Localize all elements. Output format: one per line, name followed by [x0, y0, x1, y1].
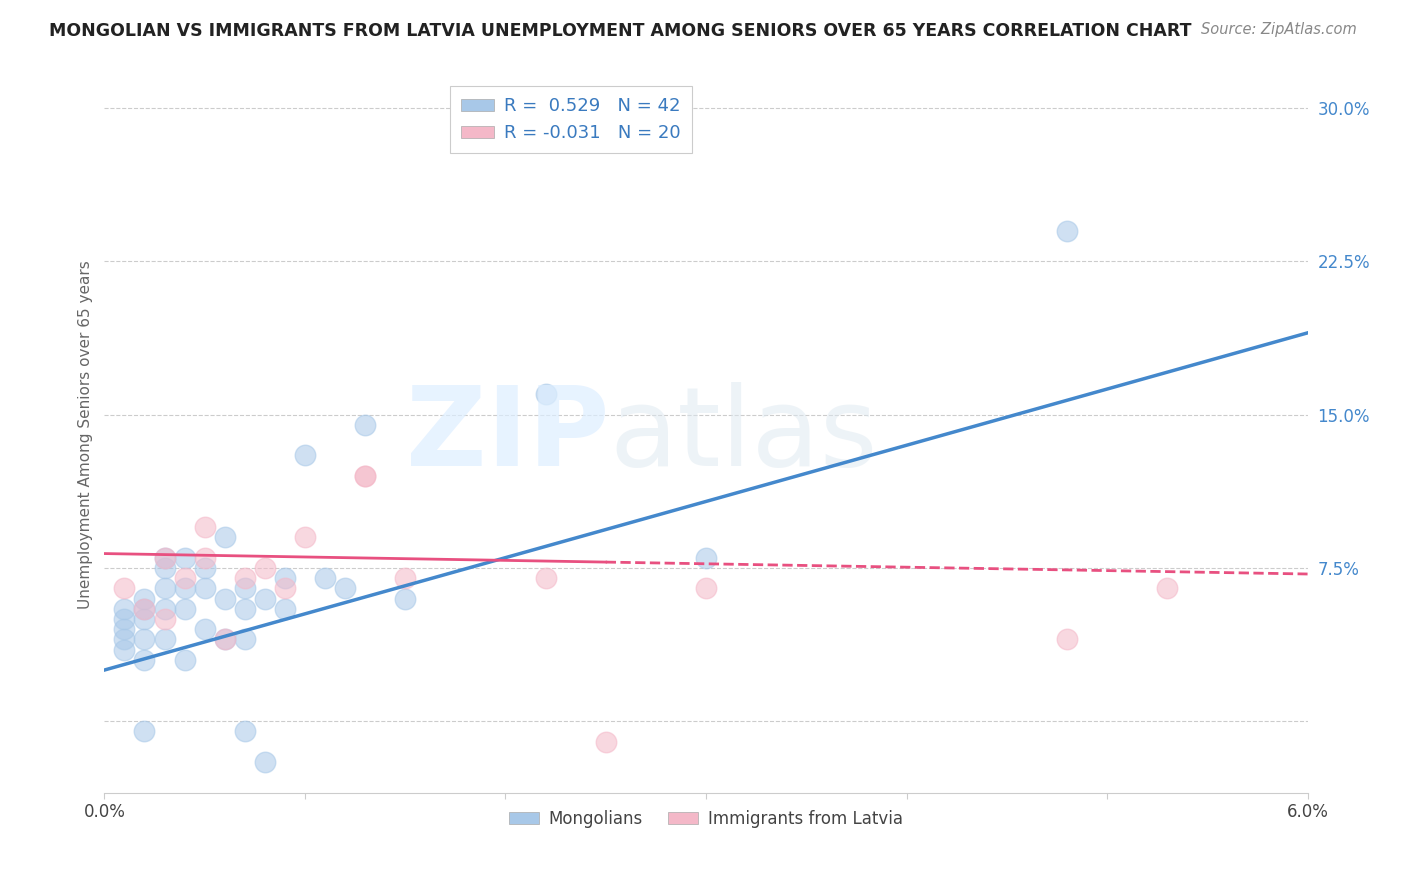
Point — [294, 530, 316, 544]
Point — [233, 724, 256, 739]
Point — [134, 591, 156, 606]
Point — [214, 632, 236, 647]
Point — [695, 582, 717, 596]
Point — [153, 582, 176, 596]
Point — [233, 582, 256, 596]
Point — [173, 653, 195, 667]
Point — [173, 571, 195, 585]
Point — [114, 642, 136, 657]
Point — [114, 622, 136, 636]
Point — [134, 632, 156, 647]
Point — [194, 582, 217, 596]
Point — [1056, 632, 1078, 647]
Point — [114, 632, 136, 647]
Point — [534, 387, 557, 401]
Point — [134, 601, 156, 615]
Point — [173, 582, 195, 596]
Point — [253, 591, 276, 606]
Point — [354, 469, 377, 483]
Point — [294, 449, 316, 463]
Point — [173, 550, 195, 565]
Point — [134, 724, 156, 739]
Point — [114, 582, 136, 596]
Point — [233, 571, 256, 585]
Point — [354, 417, 377, 432]
Legend: Mongolians, Immigrants from Latvia: Mongolians, Immigrants from Latvia — [502, 803, 910, 834]
Point — [394, 591, 416, 606]
Point — [194, 550, 217, 565]
Point — [194, 622, 217, 636]
Point — [253, 755, 276, 769]
Point — [333, 582, 356, 596]
Point — [214, 632, 236, 647]
Text: ZIP: ZIP — [406, 382, 610, 489]
Text: MONGOLIAN VS IMMIGRANTS FROM LATVIA UNEMPLOYMENT AMONG SENIORS OVER 65 YEARS COR: MONGOLIAN VS IMMIGRANTS FROM LATVIA UNEM… — [49, 22, 1192, 40]
Point — [153, 561, 176, 575]
Text: Source: ZipAtlas.com: Source: ZipAtlas.com — [1201, 22, 1357, 37]
Point — [134, 612, 156, 626]
Point — [114, 601, 136, 615]
Point — [134, 601, 156, 615]
Point — [595, 734, 617, 748]
Point — [214, 530, 236, 544]
Point — [114, 612, 136, 626]
Point — [153, 550, 176, 565]
Point — [214, 591, 236, 606]
Point — [153, 601, 176, 615]
Point — [314, 571, 336, 585]
Point — [695, 550, 717, 565]
Point — [233, 632, 256, 647]
Point — [173, 601, 195, 615]
Point — [274, 601, 297, 615]
Point — [194, 520, 217, 534]
Point — [394, 571, 416, 585]
Point — [274, 571, 297, 585]
Y-axis label: Unemployment Among Seniors over 65 years: Unemployment Among Seniors over 65 years — [79, 260, 93, 609]
Point — [354, 469, 377, 483]
Point — [194, 561, 217, 575]
Point — [134, 653, 156, 667]
Point — [534, 571, 557, 585]
Point — [153, 550, 176, 565]
Text: atlas: atlas — [610, 382, 879, 489]
Point — [153, 632, 176, 647]
Point — [253, 561, 276, 575]
Point — [1056, 224, 1078, 238]
Point — [233, 601, 256, 615]
Point — [274, 582, 297, 596]
Point — [1156, 582, 1178, 596]
Point — [153, 612, 176, 626]
